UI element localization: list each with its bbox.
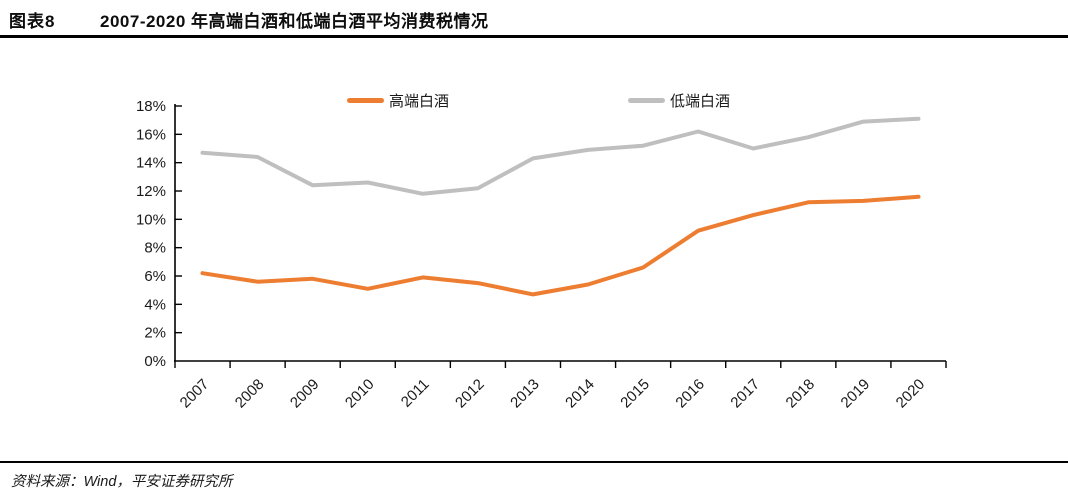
x-tick-label: 2016 bbox=[672, 376, 708, 412]
figure-title: 2007-2020 年高端白酒和低端白酒平均消费税情况 bbox=[100, 12, 489, 31]
legend-label-high-end: 高端白酒 bbox=[389, 92, 450, 110]
x-tick-label: 2007 bbox=[177, 376, 213, 412]
x-tick-label: 2020 bbox=[893, 376, 929, 412]
legend-item-high-end-baijiu: 高端白酒 bbox=[347, 92, 450, 110]
y-tick-label: 16% bbox=[136, 126, 166, 143]
x-tick-label: 2018 bbox=[783, 376, 819, 412]
series-line-1 bbox=[200, 116, 921, 196]
source-note: 资料来源：Wind，平安证券研究所 bbox=[11, 474, 233, 490]
x-tick-label: 2015 bbox=[617, 376, 653, 412]
chart-canvas: 0% 2% 4% 6% 8% 10% 12% 14% 16% 18% 2007 2008 2009 201… bbox=[136, 98, 947, 412]
x-tick-label: 2019 bbox=[838, 376, 874, 412]
y-tick-label: 6% bbox=[144, 268, 166, 285]
x-tick-label: 2011 bbox=[398, 376, 433, 411]
y-tick-label: 12% bbox=[136, 183, 166, 200]
legend-item-low-end-baijiu: 低端白酒 bbox=[628, 92, 731, 110]
y-tick-label: 10% bbox=[136, 211, 166, 228]
footer-rule bbox=[0, 461, 1068, 463]
y-tick-label: 8% bbox=[144, 240, 166, 257]
y-tick-label: 14% bbox=[136, 155, 166, 172]
x-tick-label: 2008 bbox=[232, 376, 268, 412]
x-tick-label: 2014 bbox=[562, 376, 598, 412]
series-line-0 bbox=[200, 194, 921, 297]
legend-swatch-high-end bbox=[347, 97, 384, 103]
figure-label: 图表8 bbox=[9, 12, 56, 31]
legend-swatch-low-end bbox=[628, 97, 665, 103]
x-tick-label: 2010 bbox=[342, 376, 378, 412]
x-tick-label: 2013 bbox=[507, 376, 543, 412]
x-tick-label: 2009 bbox=[287, 376, 323, 412]
title-underline bbox=[0, 35, 1068, 38]
y-tick-label: 0% bbox=[144, 353, 166, 370]
legend-label-low-end: 低端白酒 bbox=[670, 92, 731, 110]
y-tick-label: 18% bbox=[136, 98, 166, 115]
x-tick-label: 2012 bbox=[452, 376, 488, 412]
y-tick-label: 2% bbox=[144, 325, 166, 342]
y-tick-label: 4% bbox=[144, 296, 166, 313]
x-tick-label: 2017 bbox=[727, 376, 763, 412]
